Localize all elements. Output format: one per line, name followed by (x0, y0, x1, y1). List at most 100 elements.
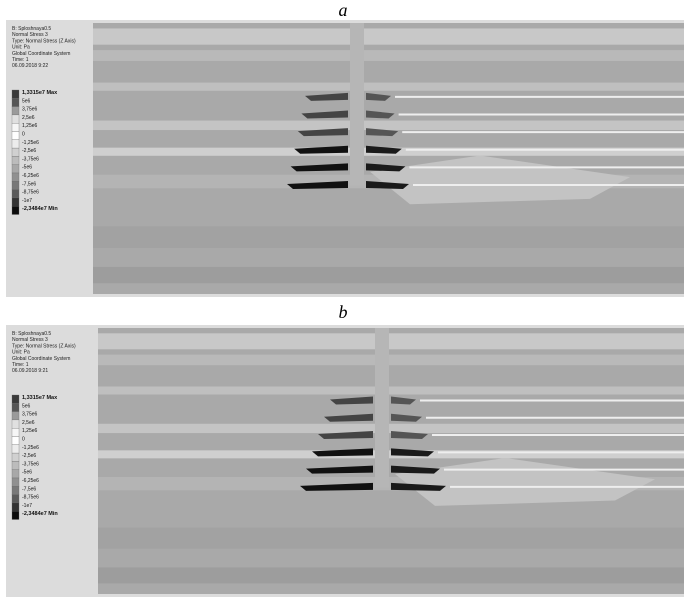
legend-swatch (11, 131, 20, 140)
header-line: Normal Stress 3 (12, 337, 48, 343)
legend-swatch (11, 197, 20, 207)
stress-wedge (330, 396, 373, 405)
legend-label: -2,3484e7 Min (22, 206, 58, 212)
header-line: Global Coordinate System (12, 51, 70, 57)
legend-swatch (11, 181, 20, 190)
contour-band (98, 333, 684, 350)
legend-swatch (11, 486, 20, 495)
contour-band (98, 567, 684, 584)
stress-wedge (318, 431, 373, 440)
stress-wedge (297, 128, 348, 137)
header-line: Type: Normal Stress (Z Axis) (12, 38, 76, 44)
contour-band (93, 82, 684, 91)
stress-wedge (290, 163, 348, 172)
legend-label: -1,25e6 (22, 140, 39, 146)
contour-band (93, 226, 684, 248)
legend-label: -3,75e6 (22, 461, 39, 467)
legend-label: -2,3484e7 Min (22, 511, 58, 517)
legend-label: 1,25e6 (22, 123, 38, 129)
center-strip (375, 328, 389, 488)
legend-label: -6,25e6 (22, 478, 39, 484)
legend-label: 0 (22, 437, 25, 443)
legend-swatch (11, 172, 20, 182)
stress-wedge (301, 110, 348, 119)
header-line: Type: Normal Stress (Z Axis) (12, 343, 76, 349)
stress-wedge (294, 145, 348, 154)
legend-label: -1e7 (22, 503, 32, 509)
legend-label: 3,75e6 (22, 412, 38, 418)
legend-swatch (11, 164, 20, 174)
legend-swatch (11, 419, 20, 429)
contour-band (98, 423, 684, 434)
center-strip (350, 23, 364, 186)
legend-label: -5e6 (22, 470, 32, 476)
legend-swatch (11, 436, 20, 445)
header-line: 06.09.2018 9:22 (12, 63, 48, 69)
stress-wedge (306, 465, 373, 474)
stress-wedge (324, 413, 373, 422)
header-line: Global Coordinate System (12, 356, 70, 362)
legend-label: -2,5e6 (22, 148, 36, 154)
legend-label: 2,5e6 (22, 115, 35, 121)
legend-label: -5e6 (22, 165, 32, 171)
legend-label: -1e7 (22, 198, 32, 204)
legend-label: 3,75e6 (22, 107, 38, 113)
stress-wedge (366, 92, 391, 101)
header-line: Unit: Pa (12, 45, 30, 51)
header-line: Time: 1 (12, 57, 29, 63)
stress-wedge (391, 431, 428, 440)
legend-label: -2,5e6 (22, 453, 36, 459)
contour-band (93, 28, 684, 45)
legend-swatch (11, 403, 20, 412)
legend-swatch (11, 139, 20, 149)
legend-swatch (11, 411, 20, 421)
legend-swatch (11, 98, 20, 107)
legend-swatch (11, 511, 20, 520)
legend-label: 0 (22, 132, 25, 138)
stress-wedge (391, 448, 434, 457)
stress-wedge (391, 465, 440, 474)
contour-plot (93, 23, 684, 294)
contour-band (93, 50, 684, 61)
header-line: Time: 1 (12, 362, 29, 368)
legend-label: -8,75e6 (22, 190, 39, 196)
legend-swatch (11, 494, 20, 504)
contour-plot (98, 328, 684, 594)
header-line: Unit: Pa (12, 350, 30, 356)
header-line: B: Sploshnaya0.5 (12, 331, 51, 337)
legend-swatch (11, 89, 20, 99)
legend-swatch (11, 461, 20, 470)
panel-label: b (339, 302, 348, 322)
stress-wedge (366, 163, 406, 172)
contour-band (98, 354, 684, 366)
contour-band (98, 386, 684, 395)
legend-label: -1,25e6 (22, 445, 39, 451)
stress-wedge (287, 180, 348, 189)
stress-wedge (366, 145, 402, 154)
legend-label: -7,5e6 (22, 181, 36, 187)
stress-wedge (366, 128, 399, 137)
header-line: 06.09.2018 9:21 (12, 368, 48, 374)
legend-label: -7,5e6 (22, 486, 36, 492)
legend-label: 2,5e6 (22, 420, 35, 426)
legend-swatch (11, 114, 20, 124)
legend-swatch (11, 106, 20, 116)
legend-swatch (11, 428, 20, 437)
legend-label: 1,3315e7 Max (22, 395, 58, 401)
legend-label: 1,3315e7 Max (22, 90, 58, 96)
stress-wedge (305, 92, 348, 101)
stress-wedge (391, 396, 416, 405)
legend-swatch (11, 206, 20, 215)
legend-label: -8,75e6 (22, 495, 39, 501)
legend-swatch (11, 189, 20, 199)
stress-wedge (300, 482, 373, 491)
legend-label: -6,25e6 (22, 173, 39, 179)
legend-swatch (11, 477, 20, 487)
header-line: B: Sploshnaya0.5 (12, 26, 51, 32)
legend-swatch (11, 394, 20, 404)
legend-swatch (11, 502, 20, 512)
legend-swatch (11, 444, 20, 454)
legend-swatch (11, 123, 20, 132)
legend-swatch (11, 156, 20, 165)
